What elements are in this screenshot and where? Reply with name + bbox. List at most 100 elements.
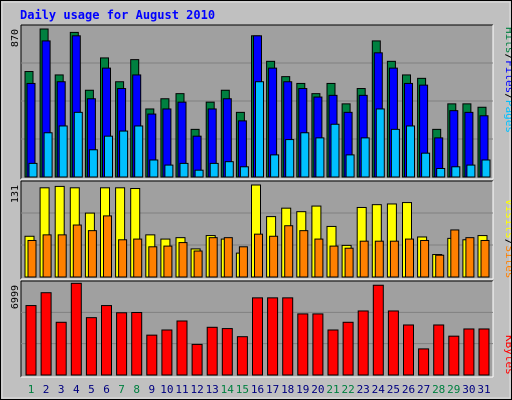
day-label: 24 <box>372 383 386 396</box>
day-label: 5 <box>88 383 95 396</box>
kbytes-bar <box>131 312 143 376</box>
legend-entry: Files <box>503 60 511 93</box>
day-label: 14 <box>221 383 235 396</box>
legend-entry: / <box>503 93 511 100</box>
pages-bar <box>179 162 189 178</box>
sites-bar <box>178 242 188 278</box>
sites-bar <box>344 247 354 278</box>
pages-bar <box>285 139 295 178</box>
day-label: 16 <box>251 383 264 396</box>
pages-bar <box>436 167 446 178</box>
legend-entry: Pages <box>503 100 511 133</box>
kbytes-bar <box>25 305 37 376</box>
kbytes-panel-bars <box>25 282 490 376</box>
day-label: 27 <box>417 383 430 396</box>
sites-bar <box>103 215 112 278</box>
day-axis-labels: 1 2 3 4 5 6 7 8 9 10 11 12 13 14 15 16 17 18 19 20 21 22 23 24 2… <box>28 383 491 396</box>
hits-panel-ymax-label: 870 <box>10 29 21 47</box>
pages-bar <box>209 162 219 178</box>
day-label: 3 <box>58 383 65 396</box>
sites-bar <box>148 246 158 278</box>
pages-bar <box>345 154 355 178</box>
sites-bar <box>57 234 67 278</box>
kbytes-bar <box>297 313 309 376</box>
kbytes-bar <box>161 329 173 376</box>
kbytes-bar <box>342 321 354 376</box>
sites-bar <box>118 239 128 278</box>
legend-label: KBytes <box>503 335 511 375</box>
hits-panel-legend: Hits/Files/Pages <box>503 27 511 133</box>
pages-bar <box>390 128 400 178</box>
sites-bar <box>238 246 248 278</box>
day-label: 23 <box>357 383 370 396</box>
day-label: 9 <box>148 383 155 396</box>
sites-bar <box>87 230 97 278</box>
pages-bar <box>58 125 68 178</box>
day-label: 29 <box>447 383 460 396</box>
legend-entry: Sites <box>503 245 511 278</box>
day-label: 12 <box>190 383 203 396</box>
kbytes-panel-ymax-label: 6999 <box>10 285 21 309</box>
day-label: 6 <box>103 383 110 396</box>
kbytes-bar <box>267 297 279 376</box>
kbytes-bar <box>357 310 369 376</box>
sites-bar <box>208 237 218 278</box>
pages-bar <box>104 135 113 178</box>
pages-bar <box>315 137 325 178</box>
day-label: 4 <box>73 383 80 396</box>
pages-bar <box>330 123 340 178</box>
sites-bar <box>223 237 233 278</box>
sites-bar <box>284 225 294 278</box>
sites-bar <box>329 245 339 278</box>
pages-bar <box>119 130 129 178</box>
pages-bar <box>360 137 370 178</box>
kbytes-bar <box>312 313 324 376</box>
day-label: 31 <box>477 383 490 396</box>
day-label: 2 <box>43 383 50 396</box>
pages-bar <box>375 108 385 178</box>
chart-title: Daily usage for August 2010 <box>20 8 215 22</box>
kbytes-bar <box>478 328 490 376</box>
kbytes-bar <box>176 320 188 376</box>
pages-bar <box>194 169 204 178</box>
sites-bar <box>72 224 82 278</box>
hits-files-pages-panel: 870 Hits/Files/Pages <box>10 24 511 180</box>
visits-panel-bars <box>24 184 490 278</box>
legend-entry: Hits <box>503 27 511 54</box>
legend-entry: / <box>503 54 511 61</box>
legend-entry: / <box>503 239 511 246</box>
pages-bar <box>164 164 174 178</box>
day-label: 22 <box>341 383 354 396</box>
sites-bar <box>42 234 52 278</box>
kbytes-bar <box>252 297 263 376</box>
pages-bar <box>406 125 415 178</box>
sites-bar <box>193 250 203 278</box>
sites-bar <box>27 239 37 278</box>
kbytes-bar <box>191 343 203 376</box>
kbytes-panel-legend: KBytes <box>503 335 511 375</box>
day-label: 13 <box>206 383 219 396</box>
pages-bar <box>466 164 476 178</box>
visits-sites-panel: 131 Visits/Sites <box>10 180 511 280</box>
kbytes-bar <box>403 324 414 376</box>
day-label: 28 <box>432 383 445 396</box>
pages-bar <box>224 161 234 178</box>
pages-bar <box>88 149 98 178</box>
day-label: 17 <box>266 383 279 396</box>
pages-bar <box>149 159 159 178</box>
sites-bar <box>374 240 384 278</box>
day-label: 19 <box>296 383 309 396</box>
kbytes-bar <box>206 326 218 376</box>
kbytes-bar <box>418 348 430 376</box>
pages-bar <box>239 166 249 178</box>
kbytes-bar <box>101 305 112 376</box>
sites-bar <box>163 245 173 278</box>
kbytes-bar <box>448 335 460 376</box>
sites-bar <box>359 240 369 278</box>
pages-bar <box>43 132 53 178</box>
day-label: 11 <box>175 383 188 396</box>
day-label: 21 <box>326 383 339 396</box>
day-label: 30 <box>462 383 475 396</box>
